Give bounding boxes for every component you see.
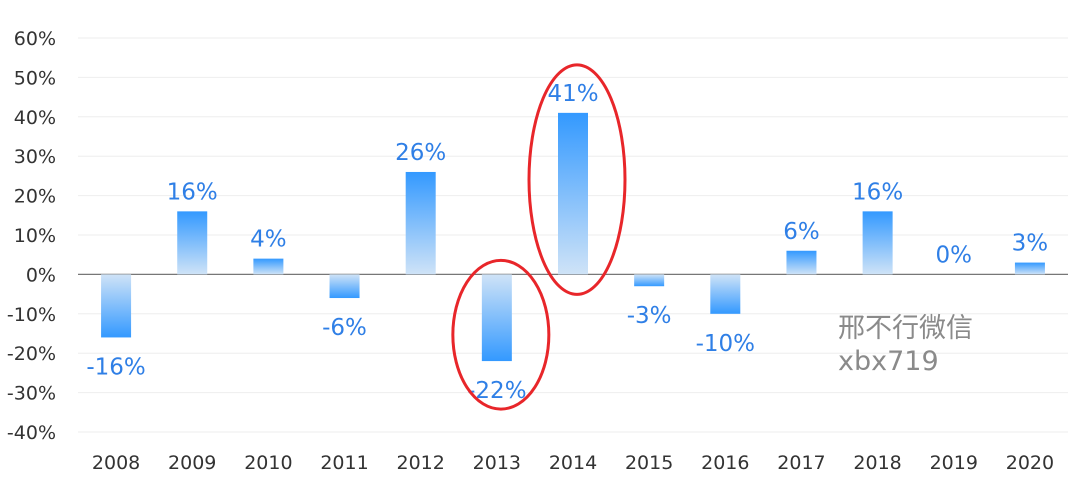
bars — [101, 112, 1045, 362]
data-label: -6% — [322, 315, 367, 341]
bar — [710, 274, 741, 314]
bar — [558, 112, 588, 275]
y-tick-label: 20% — [14, 186, 56, 208]
data-label: -3% — [627, 303, 672, 329]
y-tick-label: 50% — [14, 67, 56, 89]
x-tick-label: 2015 — [625, 452, 673, 474]
bar — [177, 211, 208, 275]
data-label: 0% — [936, 242, 973, 268]
watermark-line-2: xbx719 — [838, 346, 939, 377]
bar — [405, 171, 436, 275]
data-label: 3% — [1012, 231, 1049, 257]
x-tick-label: 2020 — [1006, 452, 1054, 474]
data-label: 16% — [167, 179, 218, 205]
axes: 60% 50% 40% 30% 20% 10% 0% -10% -20% -30% -40% 2008… — [7, 28, 1068, 474]
y-tick-label: 60% — [14, 28, 56, 50]
highlight-ellipse — [527, 63, 627, 296]
data-label: 4% — [250, 227, 287, 253]
x-tick-label: 2013 — [473, 452, 521, 474]
y-tick-label: -30% — [7, 383, 56, 405]
watermark-line-1: 邢不行微信 — [838, 313, 973, 344]
x-tick-label: 2009 — [168, 452, 216, 474]
x-tick-label: 2011 — [320, 452, 368, 474]
highlight-ellipse — [451, 258, 551, 411]
y-tick-label: 0% — [26, 264, 56, 286]
data-label: 16% — [852, 179, 903, 205]
y-tick-label: 10% — [14, 225, 56, 247]
bar — [101, 274, 132, 338]
x-tick-label: 2008 — [92, 452, 140, 474]
x-tick-label: 2012 — [397, 452, 445, 474]
bar — [253, 258, 284, 275]
highlight-ellipses — [451, 63, 627, 411]
x-tick-label: 2014 — [549, 452, 597, 474]
y-tick-label: 40% — [14, 107, 56, 129]
x-tick-label: 2016 — [701, 452, 749, 474]
bar — [329, 274, 360, 299]
data-label: -10% — [696, 331, 755, 357]
data-label: 26% — [395, 140, 446, 166]
x-tick-label: 2018 — [853, 452, 901, 474]
y-tick-label: -40% — [7, 422, 56, 444]
bar — [481, 274, 512, 362]
x-tick-label: 2017 — [777, 452, 825, 474]
data-label: -16% — [86, 354, 145, 380]
bar — [786, 250, 817, 275]
y-tick-label: -10% — [7, 304, 56, 326]
bar — [862, 211, 893, 275]
y-tick-label: -20% — [7, 343, 56, 365]
data-labels: -16%16%4%-6%26%-22%41%-3%-10%6%16%0% 3% — [86, 81, 1048, 404]
bar — [1014, 262, 1045, 275]
y-tick-label: 30% — [14, 146, 56, 168]
bar — [634, 274, 665, 287]
x-tick-label: 2019 — [930, 452, 978, 474]
data-label: 41% — [547, 81, 598, 107]
watermark: 邢不行微信 xbx719 — [838, 312, 973, 378]
data-label: 6% — [783, 219, 820, 245]
x-tick-label: 2010 — [244, 452, 292, 474]
